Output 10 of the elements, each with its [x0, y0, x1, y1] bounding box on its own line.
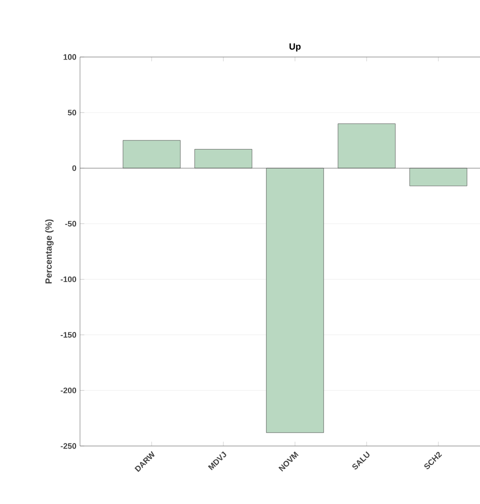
y-tick-label: -150	[60, 332, 76, 338]
y-tick-label: 50	[68, 110, 76, 116]
y-tick-label: -250	[60, 443, 76, 449]
y-tick-label: 100	[64, 54, 76, 60]
y-tick-label: -50	[65, 220, 76, 227]
y-tick-label: -100	[60, 276, 76, 282]
y-axis-title: Percentage (%)	[45, 219, 54, 284]
chart-title: Up	[290, 43, 301, 52]
y-tick-label: 0	[72, 165, 76, 171]
y-tick-label: -200	[60, 388, 76, 394]
